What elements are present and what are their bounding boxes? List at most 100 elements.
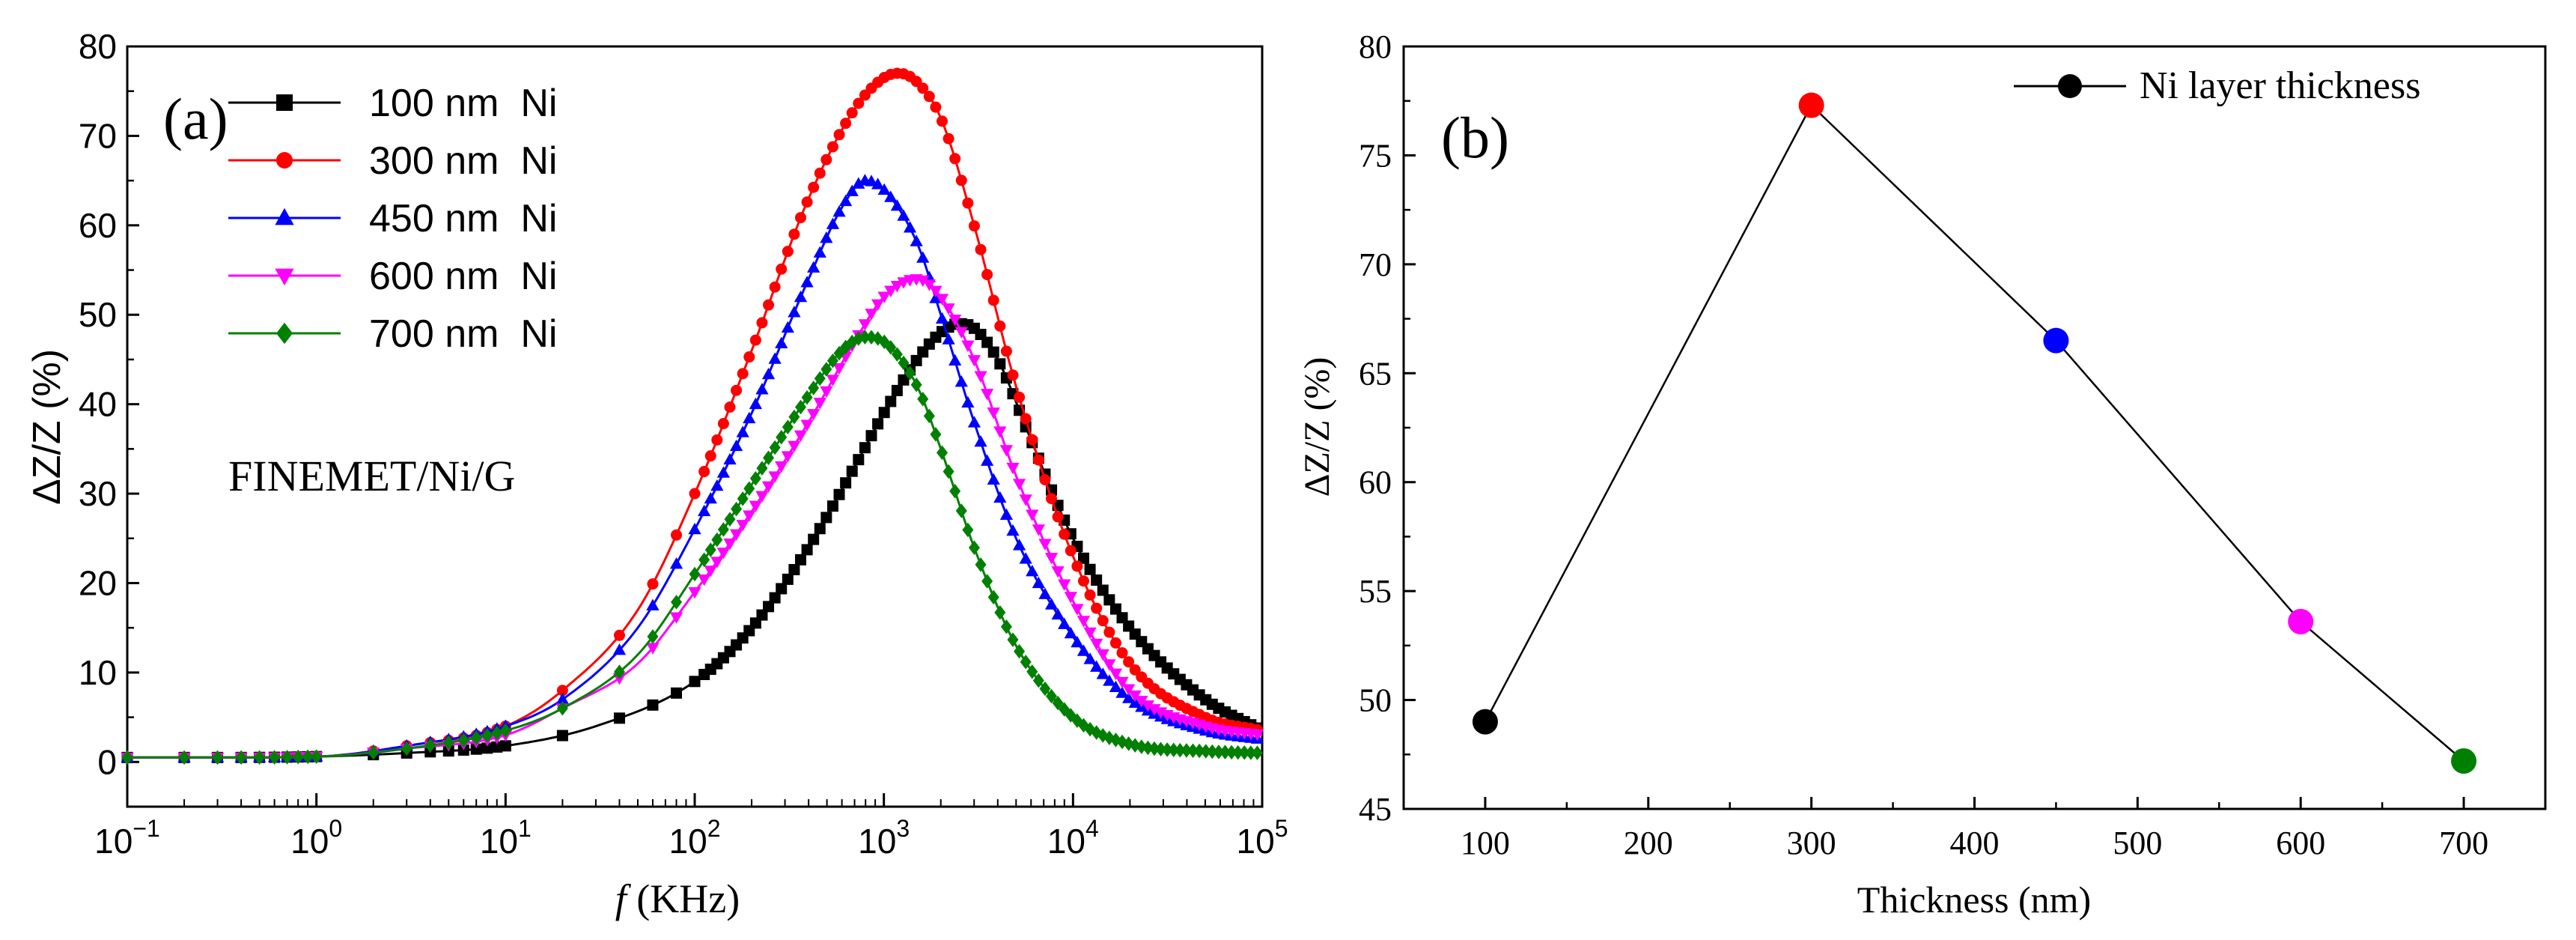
panel-a-data-point — [729, 439, 743, 452]
panel-a-data-point — [1174, 742, 1186, 758]
panel-a-legend-marker — [276, 152, 293, 169]
panel-b-series — [1472, 92, 2477, 774]
panel-a-data-point — [717, 522, 729, 537]
panel-a-y-tick-label: 80 — [79, 27, 117, 66]
panel-a-data-point — [949, 483, 961, 499]
panel-a-data-point — [768, 471, 782, 483]
panel-a-data-point — [716, 548, 731, 560]
panel-a-data-point — [1116, 647, 1128, 659]
panel-a-data-point — [814, 167, 826, 179]
panel-a-data-point — [723, 452, 737, 465]
panel-a-data-point — [1109, 603, 1121, 615]
panel-a-data-point — [923, 91, 935, 103]
panel-a-data-point — [853, 97, 865, 109]
panel-b-ticks — [1404, 45, 2465, 810]
panel-a-data-point — [999, 508, 1014, 520]
panel-b-y-tick-label: 50 — [1359, 682, 1392, 719]
panel-a-y-axis-label: ΔZ/Z (%) — [25, 349, 69, 505]
panel-a-data-point — [704, 450, 716, 462]
panel-a-data-point — [292, 749, 304, 765]
panel-b-legend-item: Ni layer thickness — [2014, 64, 2420, 107]
panel-a-data-point — [865, 175, 878, 187]
panel-a-data-point — [1051, 607, 1065, 620]
panel-a-data-point — [891, 347, 903, 362]
panel-a-data-point — [731, 384, 743, 396]
panel-b-x-tick-label: 600 — [2276, 825, 2325, 861]
panel-a-data-point — [1006, 524, 1020, 536]
panel-a-data-point — [1135, 696, 1148, 708]
panel-a-data-point — [800, 276, 814, 288]
panel-a-data-point — [794, 212, 806, 224]
panel-a-data-point — [1225, 745, 1237, 760]
panel-a-data-point — [481, 742, 493, 754]
panel-a-data-point — [698, 574, 711, 586]
panel-a-data-point — [769, 592, 781, 604]
panel-a-data-point — [1046, 493, 1058, 505]
panel-a-y-tick-label: 60 — [79, 206, 117, 245]
panel-a-data-point — [949, 354, 962, 366]
panel-a-x-tick-label: 103 — [858, 815, 910, 861]
panel-a-data-point — [776, 429, 788, 445]
panel-a-data-point — [1046, 688, 1058, 704]
panel-a-data-point — [1059, 528, 1071, 540]
panel-a-data-point — [942, 303, 955, 315]
panel-a-series-5 — [121, 330, 1263, 765]
panel-a-data-point — [769, 440, 781, 455]
panel-a-data-point — [646, 598, 660, 610]
panel-a-y-tick-label: 10 — [79, 653, 117, 692]
panel-b-label: (b) — [1441, 105, 1509, 170]
panel-a-data-point — [1148, 741, 1160, 756]
panel-a-data-point — [954, 375, 968, 387]
panel-a-data-point — [839, 194, 853, 207]
panel-a-data-point — [833, 129, 845, 141]
panel-b-x-axis-label: Thickness (nm) — [1857, 879, 2091, 921]
panel-a-data-point — [302, 749, 314, 765]
panel-a-data-point — [768, 352, 782, 364]
panel-a-data-point — [1090, 660, 1103, 672]
panel-a-data-point — [776, 263, 788, 275]
panel-b-x-tick-label: 100 — [1461, 825, 1510, 861]
panel-a-data-point — [910, 354, 922, 366]
panel-a-data-point — [987, 589, 999, 605]
panel-a-data-point — [1193, 743, 1205, 759]
panel-a-data-point — [885, 340, 897, 355]
panel-a-data-point — [962, 522, 974, 538]
panel-a-data-point — [1044, 598, 1059, 610]
panel-a-data-point — [877, 183, 891, 195]
panel-a-data-point — [782, 573, 794, 585]
panel-a-data-point — [890, 198, 904, 211]
panel-a-data-point — [1097, 584, 1109, 596]
panel-b-plot-frame — [1402, 45, 2547, 810]
panel-a-data-point — [961, 340, 975, 353]
panel-a-data-point — [974, 434, 987, 447]
panel-a-data-point — [943, 133, 954, 145]
panel-a-data-point — [1213, 745, 1225, 759]
panel-a-data-point — [935, 312, 949, 324]
panel-a-data-point — [470, 730, 482, 745]
panel-a-data-point — [930, 101, 942, 113]
panel-a-data-point — [1109, 637, 1121, 649]
panel-a-data-point — [852, 177, 865, 189]
panel-a-series-line — [127, 336, 1263, 759]
panel-a-data-point — [807, 261, 820, 273]
panel-a-legend-item-1: 100 nm Ni — [228, 82, 557, 125]
panel-a-legend-marker — [275, 207, 294, 225]
panel-b-data-point — [1472, 709, 1498, 735]
panel-a-data-point — [1245, 745, 1257, 760]
panel-a-data-point — [898, 355, 910, 371]
panel-a-data-point — [749, 500, 762, 513]
panel-a-data-point — [711, 434, 723, 446]
panel-a-data-point — [499, 740, 511, 752]
panel-a-x-tick-label: 100 — [290, 815, 342, 861]
panel-a-data-point — [755, 383, 769, 395]
panel-a-data-point — [1012, 539, 1026, 551]
panel-a-data-point — [781, 451, 794, 463]
panel-a-x-tick-label: 102 — [669, 815, 721, 861]
panel-a-data-point — [929, 291, 943, 303]
panel-b-legend: Ni layer thickness — [2014, 64, 2420, 107]
panel-a-data-point — [962, 197, 974, 209]
panel-a-data-point — [917, 82, 929, 94]
panel-a-data-point — [1123, 656, 1135, 668]
panel-a-data-point — [884, 190, 898, 202]
panel-a-data-point — [936, 445, 948, 461]
